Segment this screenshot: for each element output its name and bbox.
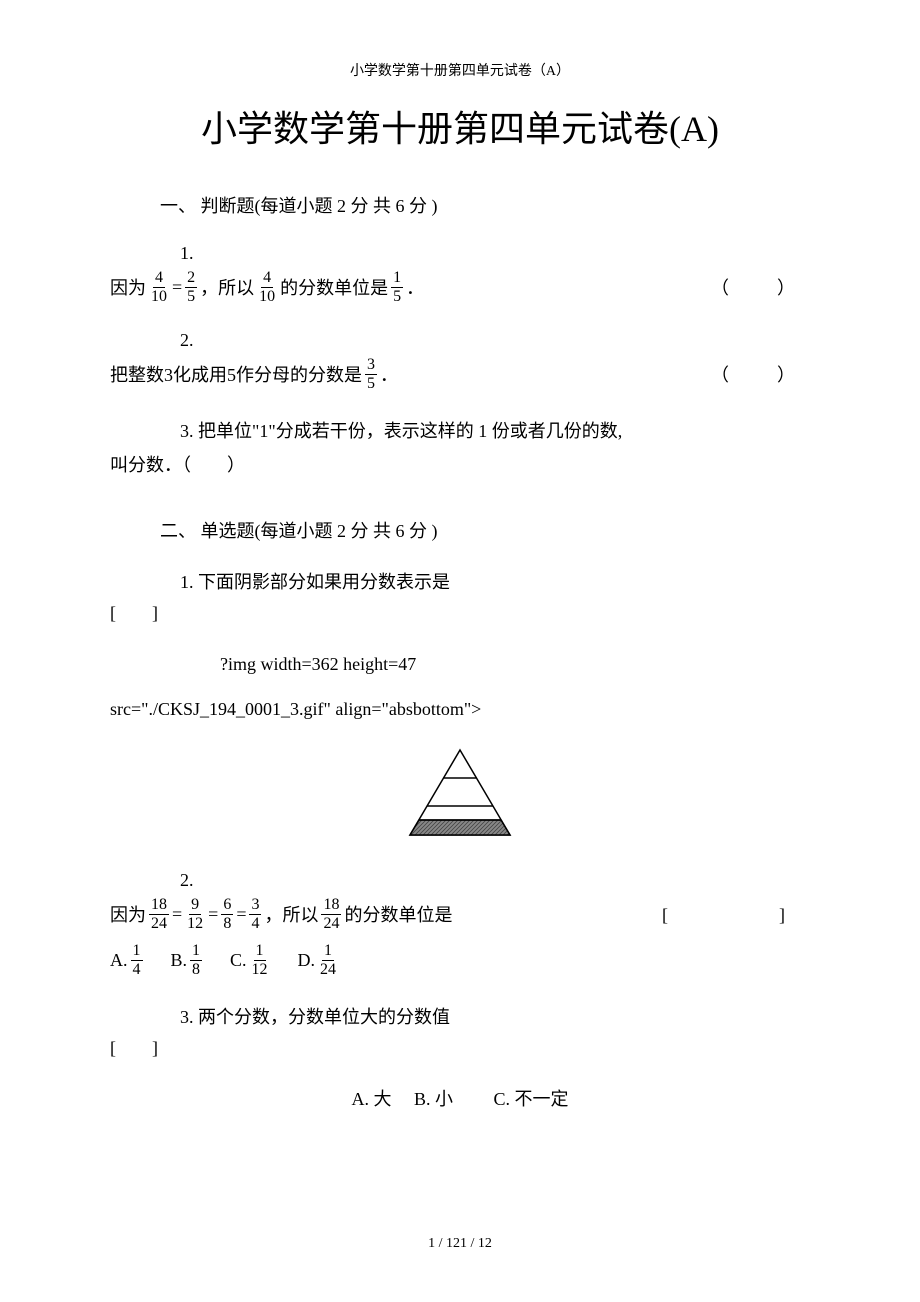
mc-q2-frac3: 6 8	[221, 896, 233, 932]
q3-line2: 叫分数．（ ）	[110, 451, 830, 477]
q1-frac2-num: 2	[185, 269, 197, 288]
q1-frac4-num: 1	[391, 269, 403, 288]
mc-q2-frac2-num: 9	[189, 896, 201, 915]
triangle-figure	[90, 745, 830, 840]
q2-text: 把整数3化成用5作分母的分数是 3 5 ．	[110, 356, 398, 392]
q1-num: 1.	[180, 243, 830, 264]
mc-q2-frac5: 18 24	[321, 896, 341, 932]
mc-q2-optB: B. 1 8	[171, 942, 206, 978]
q1-frac3-num: 4	[261, 269, 273, 288]
main-title: 小学数学第十册第四单元试卷(A)	[90, 100, 830, 152]
q1-frac3: 4 10	[257, 269, 277, 305]
mc-q2-eq3: =	[236, 904, 246, 925]
mc-q2-eq1: =	[172, 904, 182, 925]
q2-before: 把整数3化成用5作分母的分数是	[110, 361, 362, 387]
mc-q2-frac1-den: 24	[149, 915, 169, 933]
mc-q2-frac2-den: 12	[185, 915, 205, 933]
q1-frac2: 2 5	[185, 269, 197, 305]
mc-q2-num: 2.	[180, 870, 830, 891]
q1-frac2-den: 5	[185, 288, 197, 306]
triangle-svg	[405, 745, 515, 840]
mc-q2-before: 因为	[110, 901, 146, 927]
mc-q2-frac1: 18 24	[149, 896, 169, 932]
mc-q3-options: A. 大 B. 小 C. 不一定	[90, 1085, 830, 1111]
q1-end: ．	[406, 274, 424, 300]
mc-q2-optD-label: D.	[298, 950, 316, 971]
mc-q2-bracket: [ ]	[662, 901, 810, 927]
mc-q1-bracket: [ ]	[110, 599, 830, 625]
q1-line: 因为 4 10 = 2 5 ，所以 4 10 的分数单位是 1 5 ． （ ）	[90, 269, 830, 305]
q1-frac1-den: 10	[149, 288, 169, 306]
img-placeholder-line2: src="./CKSJ_194_0001_3.gif" align="absbo…	[110, 699, 830, 720]
mc-q2-optC: C. 1 12	[230, 942, 273, 978]
q3-line1: 3. 把单位"1"分成若干份，表示这样的 1 份或者几份的数,	[180, 417, 830, 446]
mc-q3-bracket: [ ]	[110, 1034, 830, 1060]
mc-q2-optD-frac: 1 24	[318, 942, 338, 978]
img-placeholder-line1: ?img width=362 height=47	[220, 650, 830, 679]
mc-q2-frac2: 9 12	[185, 896, 205, 932]
mc-q2-frac1-num: 18	[149, 896, 169, 915]
mc-q2-frac5-num: 18	[321, 896, 341, 915]
q1-text: 因为 4 10 = 2 5 ，所以 4 10 的分数单位是 1 5 ．	[110, 269, 424, 305]
section1-title: 一、 判断题(每道小题 2 分 共 6 分 )	[160, 192, 830, 218]
q1-mid: ，所以	[200, 274, 254, 300]
q2-frac-num: 3	[365, 356, 377, 375]
mc-q2-optB-num: 1	[190, 942, 202, 961]
page-header-small: 小学数学第十册第四单元试卷（A）	[90, 60, 830, 80]
mc-q2-optC-den: 12	[250, 961, 270, 979]
mc-q2-optD-den: 24	[318, 961, 338, 979]
mc-q2-frac4-num: 3	[249, 896, 261, 915]
q1-frac4: 1 5	[391, 269, 403, 305]
mc-q2-frac3-num: 6	[221, 896, 233, 915]
mc-q2-frac4: 3 4	[249, 896, 261, 932]
q2-frac-den: 5	[365, 375, 377, 393]
q1-frac1-num: 4	[153, 269, 165, 288]
mc-q2-optD-num: 1	[322, 942, 334, 961]
mc-q2-after: 的分数单位是	[344, 901, 452, 927]
mc-q1-text: 1. 下面阴影部分如果用分数表示是	[180, 568, 830, 594]
mc-q2-optB-den: 8	[190, 961, 202, 979]
mc-q2-mid: ，所以	[264, 901, 318, 927]
q2-end: ．	[380, 361, 398, 387]
mc-q2-optA-frac: 1 4	[131, 942, 143, 978]
q1-frac4-den: 5	[391, 288, 403, 306]
q2-paren: （ ）	[711, 361, 810, 387]
q2-frac: 3 5	[365, 356, 377, 392]
q1-before: 因为	[110, 274, 146, 300]
q2-line: 把整数3化成用5作分母的分数是 3 5 ． （ ）	[90, 356, 830, 392]
mc-q2-eq2: =	[208, 904, 218, 925]
page-footer: 1 / 121 / 12	[0, 1236, 920, 1252]
section2-title: 二、 单选题(每道小题 2 分 共 6 分 )	[160, 517, 830, 543]
mc-q2-optA-den: 4	[131, 961, 143, 979]
mc-q2-optC-frac: 1 12	[250, 942, 270, 978]
mc-q2-options: A. 1 4 B. 1 8 C. 1 12 D. 1 24	[90, 942, 830, 978]
mc-q2-optD: D. 1 24	[298, 942, 342, 978]
mc-q2-optA-label: A.	[110, 950, 128, 971]
mc-q2-optC-num: 1	[254, 942, 266, 961]
q1-paren: （ ）	[711, 274, 810, 300]
mc-q3-text: 3. 两个分数，分数单位大的分数值	[180, 1003, 830, 1029]
mc-q2-optA: A. 1 4	[110, 942, 146, 978]
q1-frac3-den: 10	[257, 288, 277, 306]
mc-q2-optB-frac: 1 8	[190, 942, 202, 978]
mc-q2-optA-num: 1	[131, 942, 143, 961]
mc-q2-optB-label: B.	[171, 950, 188, 971]
q1-after1: 的分数单位是	[280, 274, 388, 300]
q1-eq: =	[172, 277, 182, 298]
mc-q2-frac4-den: 4	[249, 915, 261, 933]
mc-q2-optC-label: C.	[230, 950, 247, 971]
mc-q2-frac5-den: 24	[321, 915, 341, 933]
q2-num: 2.	[180, 330, 830, 351]
mc-q2-text: 因为 18 24 = 9 12 = 6 8 = 3 4 ，所以 18 24 的分…	[110, 896, 452, 932]
mc-q2-line: 因为 18 24 = 9 12 = 6 8 = 3 4 ，所以 18 24 的分…	[90, 896, 830, 932]
mc-q2-frac3-den: 8	[221, 915, 233, 933]
q1-frac1: 4 10	[149, 269, 169, 305]
